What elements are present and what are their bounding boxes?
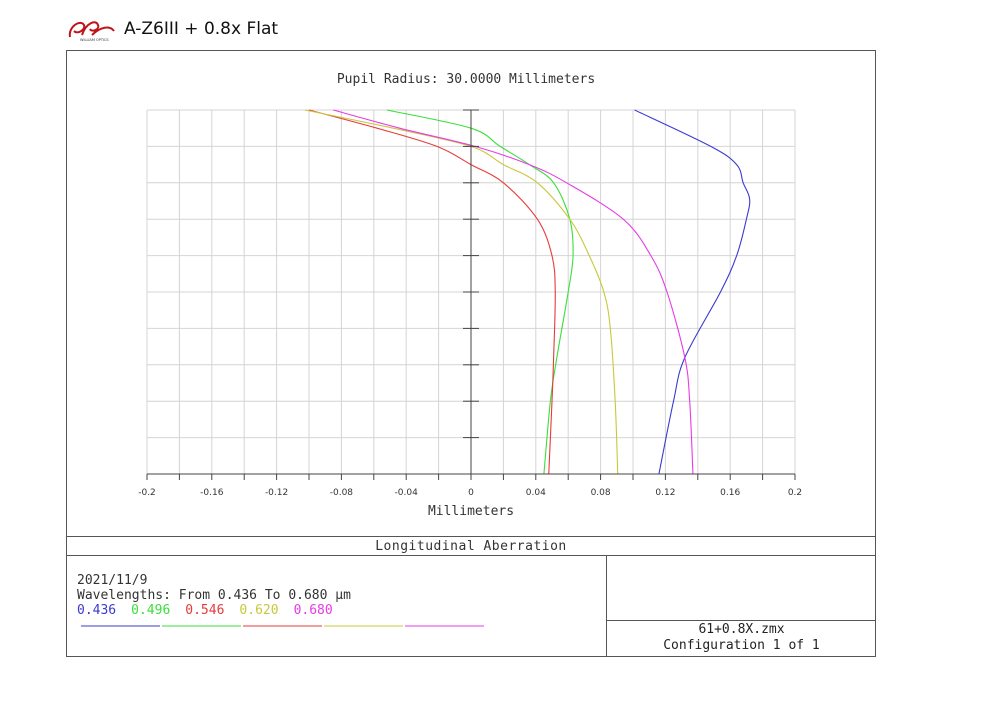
plot-frame: [66, 50, 876, 657]
x-tick-label: -0.16: [200, 488, 224, 498]
chart-title: Pupil Radius: 30.0000 Millimeters: [337, 72, 595, 87]
header: WILLIAM OPTICS A-Z6III + 0.8x Flat: [66, 14, 278, 44]
document-title: A-Z6III + 0.8x Flat: [124, 19, 279, 39]
legend-0680: 0.680: [293, 603, 333, 618]
william-optics-logo: WILLIAM OPTICS: [68, 21, 115, 42]
curve-0436: [634, 109, 751, 475]
divider: [606, 620, 876, 621]
x-axis-label: Millimeters: [428, 504, 514, 519]
wavelength-range: Wavelengths: From 0.436 To 0.680 µm: [77, 588, 351, 603]
info-block: 2021/11/9 Wavelengths: From 0.436 To 0.6…: [77, 573, 497, 631]
legend-0620: 0.620: [239, 603, 279, 618]
legend-0436: 0.436: [77, 603, 117, 618]
x-tick-label: 0.12: [655, 488, 675, 498]
legend-0496: 0.496: [131, 603, 171, 618]
curve-0620: [304, 109, 619, 475]
x-tick-label: -0.08: [330, 488, 354, 498]
x-tick-label: 0.08: [591, 488, 611, 498]
date: 2021/11/9: [77, 573, 148, 588]
configuration: Configuration 1 of 1: [663, 638, 820, 653]
legend-0546: 0.546: [185, 603, 225, 618]
curve-0546: [308, 109, 556, 475]
x-tick-label: 0: [468, 488, 474, 498]
svg-text:WILLIAM OPTICS: WILLIAM OPTICS: [80, 38, 109, 42]
wavelength-legend: 0.436 0.496 0.546 0.620 0.680: [77, 603, 497, 618]
x-tick-label: -0.2: [138, 488, 156, 498]
divider: [606, 556, 607, 657]
file-info: 61+0.8X.zmx Configuration 1 of 1: [607, 622, 876, 654]
x-tick-label: -0.12: [265, 488, 288, 498]
file-name: 61+0.8X.zmx: [698, 622, 785, 637]
x-tick-label: 0.2: [788, 488, 802, 498]
curve-0680: [333, 109, 694, 475]
x-tick-label: 0.16: [720, 488, 740, 498]
legend-lines: [81, 625, 484, 627]
x-tick-label: 0.04: [526, 488, 546, 498]
x-tick-label: -0.04: [395, 488, 419, 498]
plot-name: Longitudinal Aberration: [66, 536, 876, 556]
